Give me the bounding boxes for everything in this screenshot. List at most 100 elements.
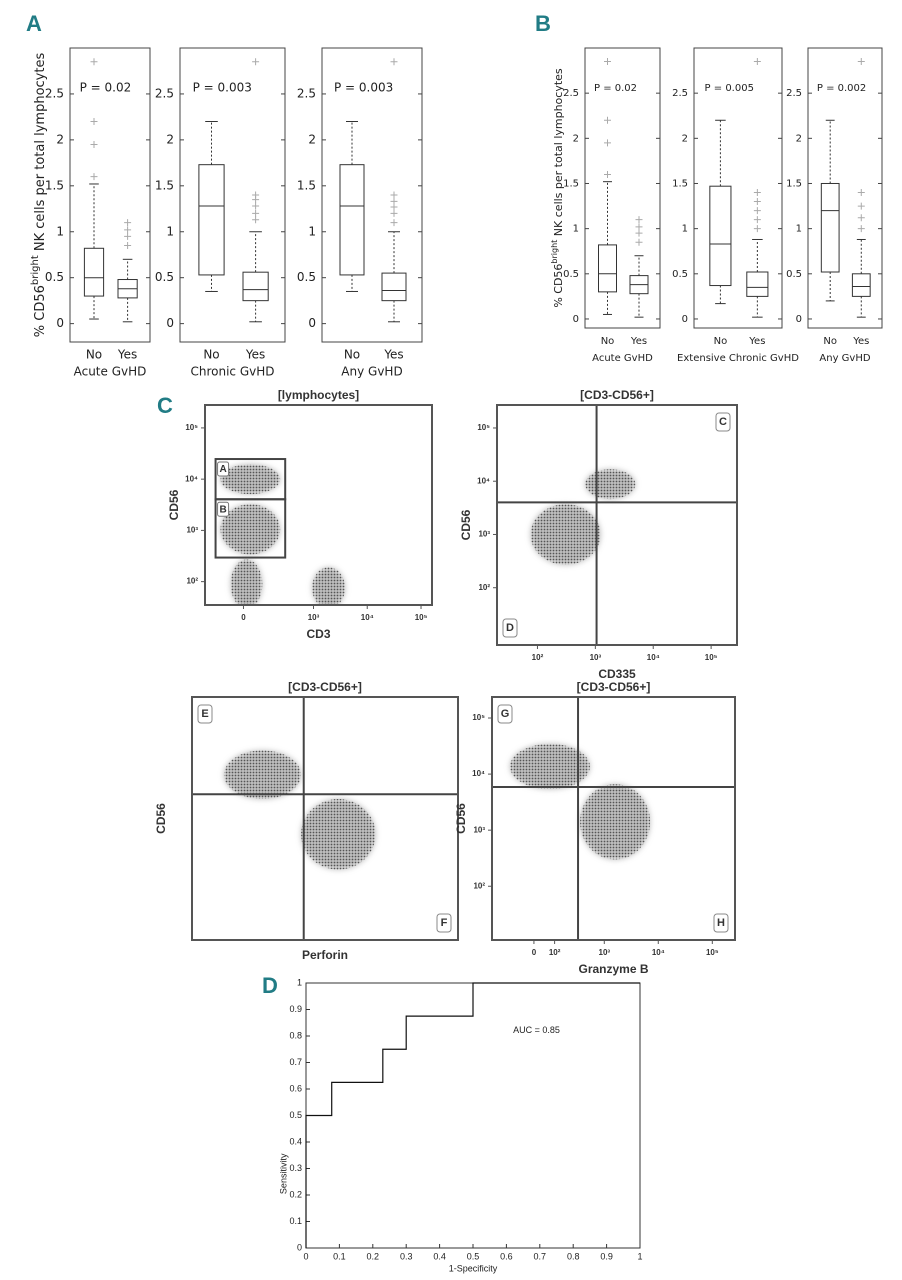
x-axis-label: Any GvHD (819, 353, 870, 364)
x-tick-label: No (86, 348, 102, 362)
flier (252, 58, 260, 66)
x-tick-label: 10⁴ (361, 613, 374, 622)
plot-frame (584, 47, 661, 329)
y-tick-label: 1 (297, 977, 302, 987)
y-tick-label: 10⁴ (472, 769, 485, 778)
y-tick-label: 10² (473, 881, 485, 890)
flier (753, 58, 761, 66)
x-tick-label: 1 (637, 1251, 642, 1261)
box (598, 244, 617, 293)
quadrant-label: G (501, 708, 510, 720)
x-tick-label: 0.2 (367, 1251, 380, 1261)
y-tick-label: 0 (573, 314, 579, 325)
y-axis-label: Sensitivity (278, 1153, 288, 1194)
plot-frame (491, 696, 736, 941)
y-axis-label: CD56 (154, 803, 168, 834)
flier (252, 202, 260, 210)
flier (753, 207, 761, 215)
flier (390, 209, 398, 217)
plot-area (220, 464, 346, 605)
chart-box: 0 0.5 1 1.5 2 2.5 No Yes P = 0.003 Any GvHD (297, 47, 423, 379)
flier (604, 116, 611, 124)
panel-label: B (535, 11, 551, 36)
y-tick-label: 2 (308, 132, 316, 146)
y-tick-label: 10² (478, 583, 490, 592)
quadrant-label-box (502, 618, 518, 638)
population (223, 750, 302, 800)
y-tick-label: 0.4 (289, 1136, 302, 1146)
y-axis-label-part: NK cells per total lymphocytes (33, 53, 48, 256)
y-tick-label: 0.5 (672, 269, 688, 280)
plot-frame (69, 47, 151, 343)
x-tick-label: 10³ (590, 653, 602, 662)
x-tick-label: 10² (549, 948, 561, 957)
x-axis-label: CD3 (306, 627, 330, 641)
quadrant-label-box (713, 913, 729, 933)
x-tick-label: Yes (245, 348, 265, 362)
x-axis-label: Perforin (302, 948, 348, 962)
box (198, 164, 225, 276)
y-tick-label: 1 (166, 224, 174, 238)
x-tick-label: No (203, 348, 219, 362)
flier (857, 225, 865, 233)
y-tick-label: 0 (682, 314, 688, 325)
x-tick-label: 10⁵ (706, 948, 719, 957)
roc-curve (305, 982, 640, 1248)
y-tick-label: 2 (796, 133, 802, 144)
flier (90, 118, 98, 125)
y-axis-label: % CD56bright NK cells per total lymphocy… (550, 68, 565, 308)
y-axis-label: CD56 (459, 509, 473, 540)
y-tick-label: 1 (56, 224, 64, 238)
y-tick-label: 0 (796, 314, 802, 325)
y-tick-label: 0 (308, 316, 316, 330)
flier (857, 58, 865, 66)
p-value: P = 0.02 (80, 81, 132, 95)
flier (90, 58, 98, 66)
y-tick-label: 10⁵ (185, 423, 198, 432)
x-tick-label: No (714, 336, 728, 347)
y-tick-label: 0 (297, 1242, 302, 1252)
x-axis-label: Any GvHD (341, 365, 402, 379)
y-tick-label: 0.5 (45, 270, 64, 284)
box (709, 185, 732, 287)
y-tick-label: 1.5 (155, 178, 174, 192)
gate-label: B (219, 504, 226, 515)
x-tick-label: 0.9 (600, 1251, 613, 1261)
flier (753, 198, 761, 206)
chart-flow: E F [CD3-CD56+] Perforin CD56 (154, 680, 459, 962)
y-tick-label: 0.5 (786, 269, 802, 280)
flier (604, 170, 611, 178)
y-tick-label: 1.5 (45, 178, 64, 192)
y-tick-label: 2 (166, 132, 174, 146)
plot-frame (305, 982, 641, 1249)
flier (390, 191, 398, 199)
flier (252, 191, 260, 199)
y-axis-label-part: bright (550, 240, 559, 264)
x-tick-label: Yes (852, 336, 869, 347)
flier (90, 173, 98, 181)
x-axis-label: CD335 (598, 667, 636, 681)
population (220, 464, 281, 495)
y-tick-label: 2.5 (45, 86, 64, 100)
y-tick-label: 0.2 (289, 1189, 302, 1199)
plot-frame (693, 47, 783, 329)
x-tick-label: Yes (630, 336, 647, 347)
flier (604, 139, 611, 147)
chart-box: 0 0.5 1 1.5 2 2.5 No Yes P = 0.02 Acute GvHD % CD5… (30, 47, 151, 379)
population (220, 504, 281, 555)
y-tick-label: 2 (682, 133, 688, 144)
plot-frame (807, 47, 883, 329)
x-axis-label: Acute GvHD (74, 365, 147, 379)
flier (390, 219, 398, 227)
plot-frame (496, 404, 738, 646)
chart-box: 0 0.5 1 1.5 2 2.5 No Yes P = 0.005 Extensive Chro… (672, 47, 799, 364)
y-tick-label: 2.5 (297, 86, 316, 100)
y-axis-label-part: % CD56 (33, 285, 48, 337)
plot-frame (191, 696, 459, 941)
y-axis-label-part: NK cells per total lymphocytes (552, 68, 565, 240)
quadrant-label-box (197, 704, 213, 724)
y-tick-label: 1 (682, 224, 688, 235)
plot-area (223, 750, 376, 870)
box (820, 182, 840, 273)
